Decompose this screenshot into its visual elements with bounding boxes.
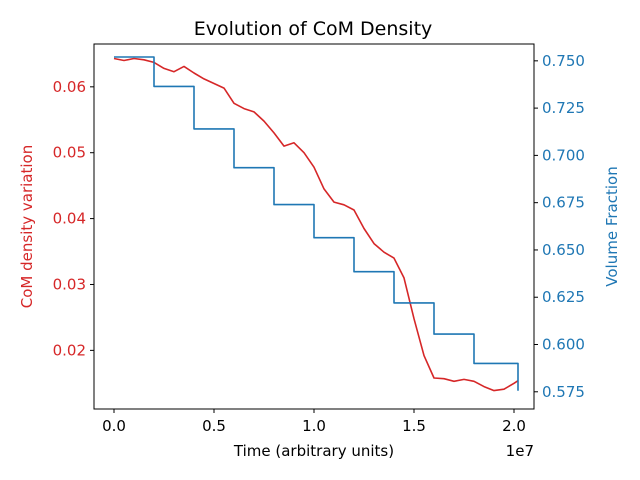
- y-right-tick-label: 0.675: [542, 194, 585, 212]
- x-tick-label: 0.5: [202, 417, 226, 435]
- chart-title: Evolution of CoM Density: [194, 18, 433, 40]
- x-tick-label: 1.0: [302, 417, 326, 435]
- y-axis-right-label: Volume Fraction: [603, 166, 621, 286]
- x-tick-label: 2.0: [502, 417, 526, 435]
- x-axis: 0.0 0.5 1.0 1.5 2.0: [102, 409, 526, 435]
- x-tick-label: 0.0: [102, 417, 126, 435]
- y-left-tick-label: 0.03: [53, 275, 86, 293]
- y-left-tick-label: 0.02: [53, 341, 86, 359]
- y-axis-right: 0.575 0.600 0.625 0.650 0.675 0.700 0.725 0.750: [534, 52, 585, 401]
- y-right-tick-label: 0.700: [542, 146, 585, 164]
- plot-series: [113, 56, 519, 392]
- y-right-tick-label: 0.725: [542, 99, 585, 117]
- com-density-line: [113, 57, 519, 392]
- x-tick-label: 1.5: [402, 417, 426, 435]
- y-left-tick-label: 0.04: [53, 210, 86, 228]
- y-right-tick-label: 0.600: [542, 336, 585, 354]
- volume-fraction-line: [114, 56, 519, 391]
- x-axis-label: Time (arbitrary units): [233, 442, 394, 460]
- y-left-tick-label: 0.06: [53, 78, 86, 96]
- y-axis-left: 0.02 0.03 0.04 0.05 0.06: [53, 78, 94, 359]
- y-axis-left-label: CoM density variation: [18, 145, 36, 308]
- y-right-tick-label: 0.575: [542, 383, 585, 401]
- y-right-tick-label: 0.750: [542, 52, 585, 70]
- x-axis-offset-label: 1e7: [506, 442, 534, 460]
- y-right-tick-label: 0.650: [542, 241, 585, 259]
- y-left-tick-label: 0.05: [53, 144, 86, 162]
- y-right-tick-label: 0.625: [542, 288, 585, 306]
